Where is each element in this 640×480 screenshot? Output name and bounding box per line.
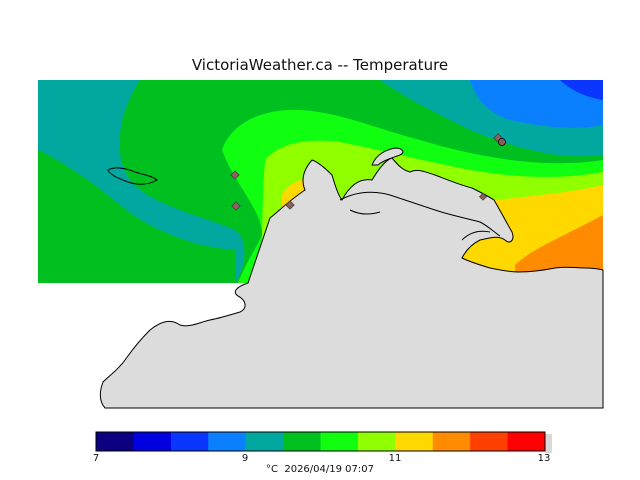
colorbar-frame [95,431,546,452]
zone-teal-west [38,80,233,243]
station-marker[interactable] [479,192,487,201]
colorbar-cell [170,432,209,451]
colorbar-cell [507,432,546,451]
land-mass [99,157,604,409]
colorbar-tick-label: 7 [92,453,100,464]
zone-orange [515,215,603,283]
coastline-inlets [339,191,501,241]
station-marker[interactable] [231,201,241,211]
colorbar-tick-label: 11 [388,453,402,464]
peninsula-north [371,147,404,166]
colorbar-tick-label: 9 [241,453,249,464]
colorbar-cell [133,432,172,451]
colorbar-cell [395,432,434,451]
station-marker[interactable] [230,170,240,180]
zone-deep-blue [560,80,603,100]
colorbar-cell [245,432,284,451]
colorbar-cell [283,432,321,451]
colorbar-tick-label: 13 [537,453,551,464]
station-marker[interactable] [498,138,506,146]
island-outline [107,167,158,185]
colorbar-footer: °C 2026/04/19 07:07 [245,464,395,475]
colorbar-cell [96,432,134,451]
unit-label: °C [266,464,278,475]
colorbar-cell [208,432,247,451]
colorbar-cell [357,432,396,451]
map-title: VictoriaWeather.ca -- Temperature [191,56,449,74]
colorbar-cell [320,432,359,451]
colorbar-cell [470,432,509,451]
colorbar-cell [432,432,471,451]
timestamp: 2026/04/19 07:07 [284,464,374,475]
colorbar-shadow [545,434,552,453]
station-marker[interactable] [285,200,295,210]
zone-blue [470,80,603,128]
